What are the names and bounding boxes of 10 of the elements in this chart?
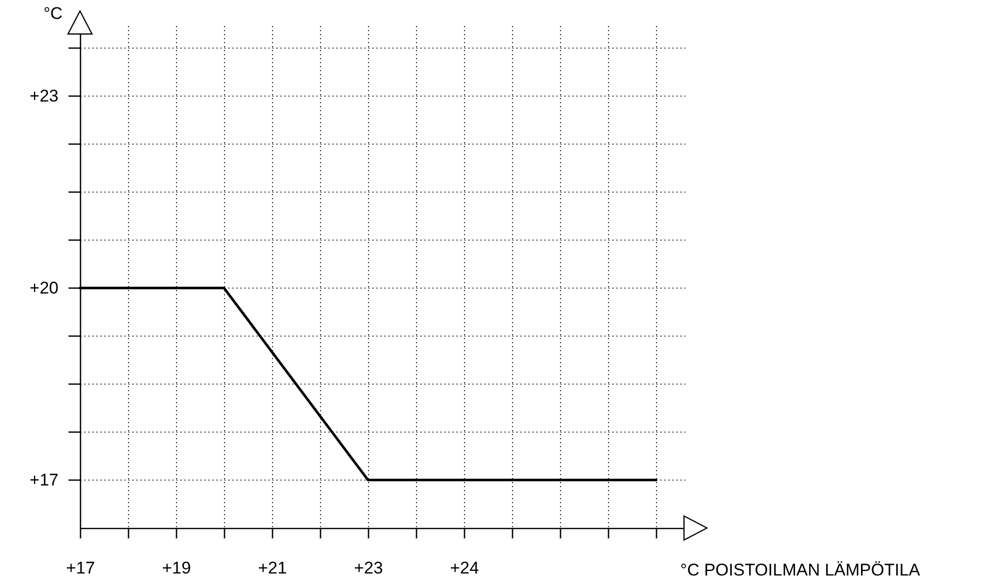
x-tick-label: +21 (258, 558, 287, 578)
x-tick-label: +19 (162, 558, 191, 578)
y-tick-label: +20 (30, 278, 58, 298)
y-axis-title: °C (44, 4, 63, 24)
x-tick-label: +23 (354, 558, 383, 578)
y-tick-label: +17 (30, 470, 58, 490)
x-tick-label: +17 (66, 558, 95, 578)
x-tick-label: +24 (450, 558, 479, 578)
x-axis-title: °C POISTOILMAN LÄMPÖTILA (680, 560, 921, 580)
y-tick-label: +23 (30, 86, 58, 106)
